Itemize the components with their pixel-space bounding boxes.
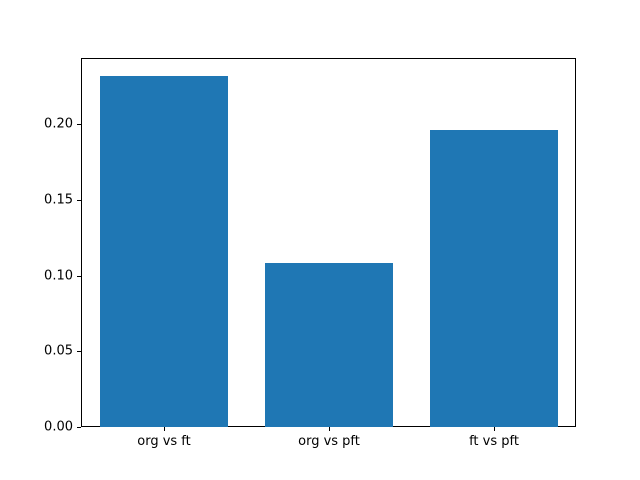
y-tick-label: 0.10: [44, 268, 73, 284]
y-tick-mark: [77, 124, 81, 125]
x-tick-label: org vs ft: [137, 434, 191, 449]
y-tick-mark: [77, 351, 81, 352]
x-tick-label: ft vs pft: [469, 434, 519, 449]
y-tick-label: 0.00: [44, 419, 73, 435]
x-tick-mark: [494, 427, 495, 431]
y-tick-mark: [77, 200, 81, 201]
bar-org-vs-ft: [100, 76, 228, 427]
bar-org-vs-pft: [265, 263, 393, 427]
x-tick-label: org vs pft: [298, 434, 360, 449]
x-tick-mark: [164, 427, 165, 431]
y-tick-mark: [77, 276, 81, 277]
y-tick-label: 0.20: [44, 116, 73, 132]
y-tick-label: 0.05: [44, 343, 73, 359]
bar-ft-vs-pft: [430, 130, 558, 427]
y-tick-label: 0.15: [44, 192, 73, 208]
y-tick-mark: [77, 427, 81, 428]
x-tick-mark: [329, 427, 330, 431]
